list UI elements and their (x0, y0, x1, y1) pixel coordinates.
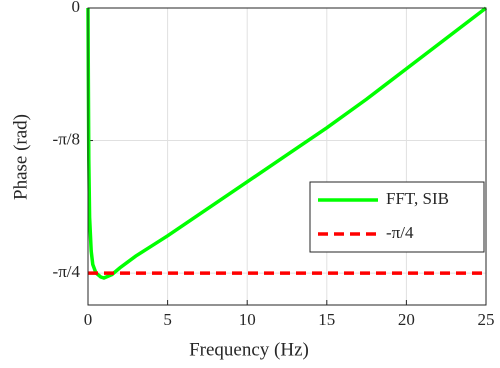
x-tick-label: 10 (239, 310, 256, 329)
x-axis-label: Frequency (Hz) (189, 339, 309, 360)
x-tick-label: 25 (478, 310, 495, 329)
y-tick-label: -π/4 (53, 262, 81, 281)
y-axis-label: Phase (rad) (10, 114, 31, 200)
legend-box (309, 181, 485, 253)
x-tick-label: 0 (84, 310, 93, 329)
x-tick-label: 20 (398, 310, 415, 329)
plot-frame-top (87, 7, 487, 306)
y-tick-label: -π/8 (53, 129, 80, 148)
data-line (86, 6, 488, 280)
x-tick-label: 5 (163, 310, 172, 329)
legend-label: FFT, SIB (386, 189, 449, 208)
x-tick-label: 15 (318, 310, 335, 329)
legend-label: -π/4 (386, 223, 414, 242)
y-tick-label: 0 (72, 0, 81, 16)
